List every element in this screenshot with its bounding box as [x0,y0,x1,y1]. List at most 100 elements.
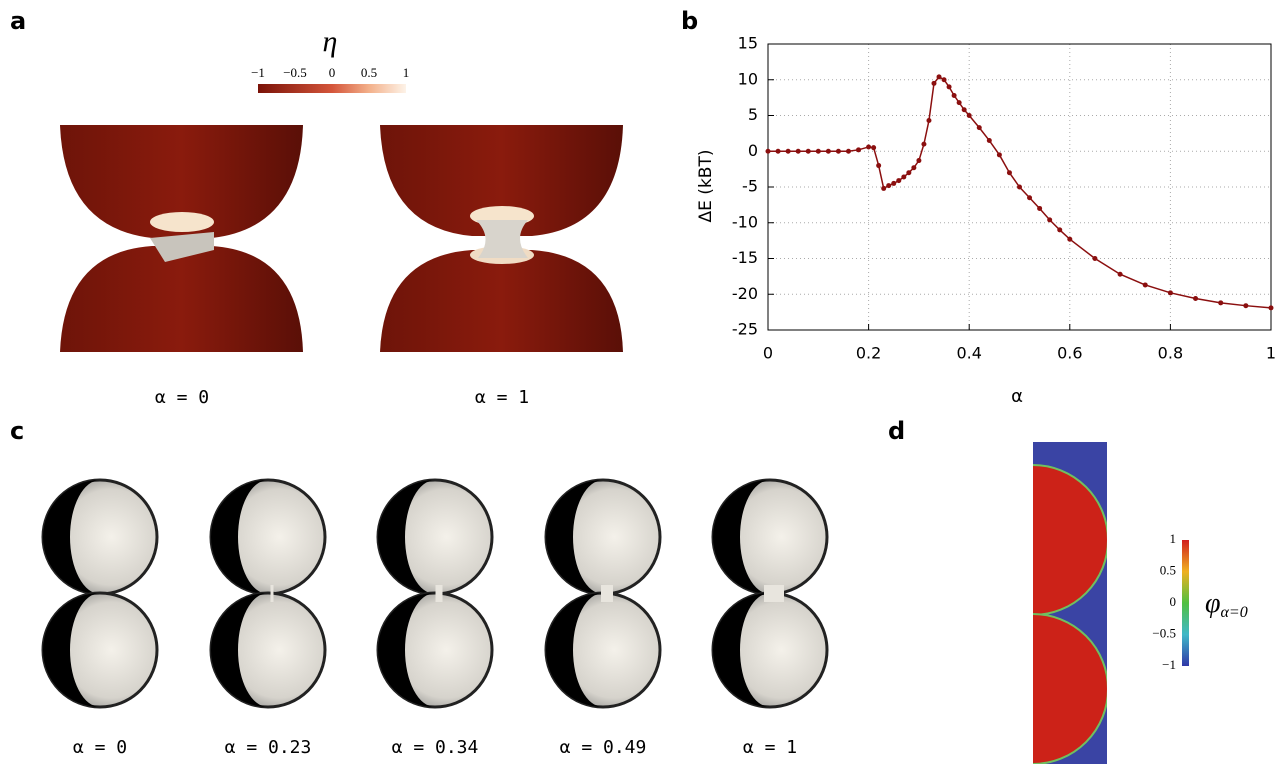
point [881,186,886,191]
colorbar-tick-label: 0.5 [1160,562,1176,577]
point [1118,272,1123,277]
colorbar-tick-label: −0.5 [283,65,307,80]
point [962,107,967,112]
caption: α = 1 [475,387,529,408]
point [1243,303,1248,308]
panel-d: φα=0 1 0.5 0 −0.5 −1 [958,442,1248,764]
y-tick-label: -10 [732,212,758,231]
point [1007,170,1012,175]
point [776,149,781,154]
point [926,118,931,123]
point [876,163,881,168]
point [911,165,916,170]
colorbar-tick-label: −0.5 [1152,625,1176,640]
point [977,125,982,130]
y-tick-label: 15 [738,34,758,53]
point [806,149,811,154]
point [1047,217,1052,222]
colorbar [258,84,406,93]
point [921,142,926,147]
x-tick-label: 0.2 [856,344,881,363]
panel-c: α = 0 α = 0.23 α = 0.34 α = 0.49 α = 1 [43,480,827,758]
vesicle-pair [43,480,157,707]
vesicle-pair [546,480,660,707]
panel-label: c [10,417,24,445]
point [1143,282,1148,287]
point [952,93,957,98]
point [826,149,831,154]
point [786,149,791,154]
colorbar [1182,540,1189,666]
point [836,149,841,154]
left-render [60,125,303,352]
line [768,77,1271,308]
colorbar-tick-label: 1 [403,65,410,80]
panel-label: b [681,7,698,35]
caption: α = 0 [155,387,209,408]
caption: α = 0 [73,737,127,758]
point [896,178,901,183]
vesicle-pair [211,480,325,707]
caption: α = 0.34 [392,737,479,758]
point [1269,305,1274,310]
point [1193,296,1198,301]
point [1168,290,1173,295]
x-tick-label: 1 [1266,344,1276,363]
caption: α = 1 [743,737,797,758]
x-tick-label: 0.6 [1057,344,1082,363]
y-tick-label: 0 [748,141,758,160]
colorbar-tick-label: −1 [1162,657,1176,672]
subscript: α=0 [1221,604,1248,621]
vesicle-pair [713,480,827,707]
symbol: φ [1205,588,1221,619]
colorbar-tick-label: 0 [1170,594,1177,609]
panel-label: a [10,7,26,35]
point [957,100,962,105]
y-tick-label: 10 [738,69,758,88]
point [871,145,876,150]
neck [601,585,613,602]
point [997,152,1002,157]
right-render [380,125,623,352]
y-tick-label: 5 [748,105,758,124]
colorbar-tick-label: 0 [329,65,336,80]
point [942,77,947,82]
y-axis-label: ΔE (kBT) [696,150,716,223]
point [947,84,952,89]
y-tick-label: -25 [732,320,758,339]
neck [271,585,274,602]
vesicle-pair [378,480,492,707]
point [987,138,992,143]
panel-label: d [888,417,905,445]
colorbar-title: η [323,25,338,58]
point [886,183,891,188]
point [796,149,801,154]
point [866,144,871,149]
point [846,149,851,154]
point [1218,300,1223,305]
point [906,170,911,175]
point [1037,206,1042,211]
neck [436,585,443,602]
x-tick-label: 0.8 [1158,344,1183,363]
colorbar-tick-label: 0.5 [361,65,377,80]
point [856,147,861,152]
x-axis-label: α [1011,386,1023,407]
y-tick-label: -15 [732,248,758,267]
point [1017,185,1022,190]
caption: α = 0.49 [560,737,647,758]
x-tick-label: 0 [763,344,773,363]
point [916,158,921,163]
y-tick-label: -20 [732,284,758,303]
x-tick-label: 0.4 [956,344,981,363]
colorbar-tick-label: 1 [1170,531,1177,546]
neck [764,585,784,602]
point [1057,227,1062,232]
point [901,174,906,179]
colorbar-label: φα=0 [1205,588,1248,620]
point [1092,256,1097,261]
caption: α = 0.23 [225,737,312,758]
point [967,113,972,118]
